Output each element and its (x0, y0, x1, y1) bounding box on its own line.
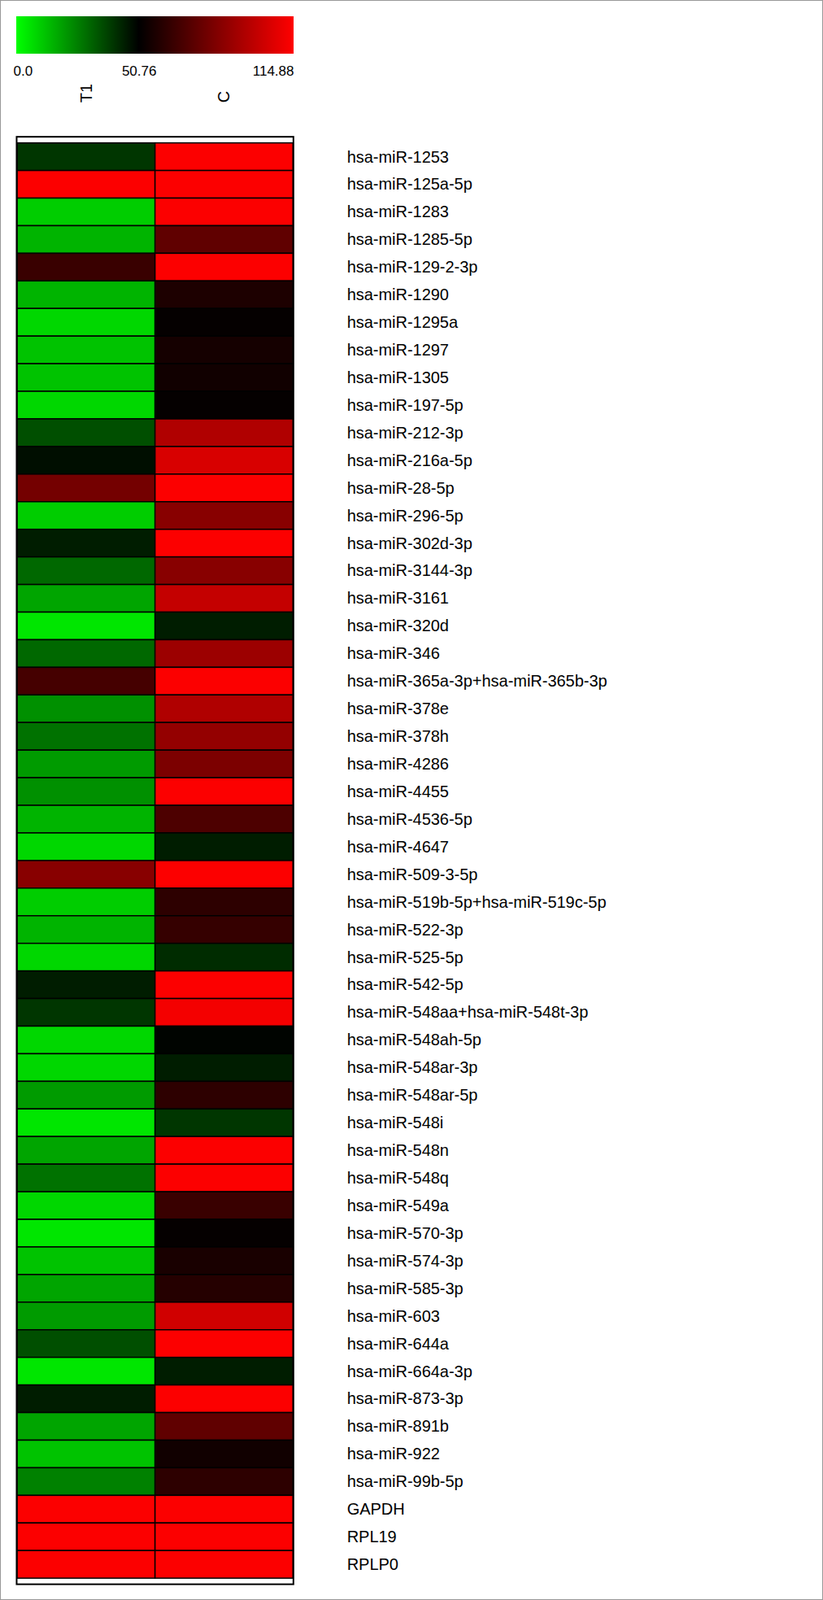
svg-text:hsa-miR-548i: hsa-miR-548i (347, 1113, 445, 1132)
svg-text:hsa-miR-4455: hsa-miR-4455 (347, 782, 449, 801)
svg-text:hsa-miR-365a-3p+hsa-miR-365b-3: hsa-miR-365a-3p+hsa-miR-365b-3p (347, 671, 608, 690)
svg-text:hsa-miR-3161: hsa-miR-3161 (347, 588, 449, 607)
svg-text:hsa-miR-509-3-5p: hsa-miR-509-3-5p (347, 865, 479, 884)
svg-text:hsa-miR-548ah-5p: hsa-miR-548ah-5p (347, 1030, 482, 1049)
svg-text:hsa-miR-548ar-3p: hsa-miR-548ar-3p (347, 1058, 479, 1076)
svg-text:hsa-miR-1305: hsa-miR-1305 (347, 368, 449, 387)
svg-text:hsa-miR-548q: hsa-miR-548q (347, 1168, 449, 1187)
svg-text:hsa-miR-125a-5p: hsa-miR-125a-5p (347, 174, 473, 193)
svg-text:hsa-miR-873-3p: hsa-miR-873-3p (347, 1389, 464, 1407)
svg-text:hsa-miR-28-5p: hsa-miR-28-5p (347, 478, 455, 497)
svg-text:hsa-miR-570-3p: hsa-miR-570-3p (347, 1223, 464, 1242)
svg-text:hsa-miR-522-3p: hsa-miR-522-3p (347, 920, 464, 939)
svg-text:hsa-miR-664a-3p: hsa-miR-664a-3p (347, 1362, 473, 1381)
svg-text:hsa-miR-548n: hsa-miR-548n (347, 1140, 449, 1159)
svg-text:hsa-miR-1283: hsa-miR-1283 (347, 202, 449, 221)
svg-text:GAPDH: GAPDH (347, 1499, 405, 1518)
svg-text:hsa-miR-99b-5p: hsa-miR-99b-5p (347, 1471, 464, 1490)
svg-text:hsa-miR-585-3p: hsa-miR-585-3p (347, 1279, 464, 1298)
svg-text:RPLP0: RPLP0 (347, 1554, 399, 1573)
svg-text:hsa-miR-603: hsa-miR-603 (347, 1306, 440, 1325)
svg-text:hsa-miR-216a-5p: hsa-miR-216a-5p (347, 451, 473, 470)
svg-text:hsa-miR-644a: hsa-miR-644a (347, 1334, 450, 1353)
svg-text:114.88: 114.88 (252, 63, 295, 79)
svg-text:hsa-miR-4286: hsa-miR-4286 (347, 754, 449, 773)
svg-text:hsa-miR-519b-5p+hsa-miR-519c-5: hsa-miR-519b-5p+hsa-miR-519c-5p (347, 892, 607, 911)
svg-text:hsa-miR-1295a: hsa-miR-1295a (347, 313, 459, 331)
svg-text:hsa-miR-4647: hsa-miR-4647 (347, 837, 449, 856)
svg-text:hsa-miR-1285-5p: hsa-miR-1285-5p (347, 230, 473, 249)
svg-text:C: C (214, 91, 233, 103)
svg-text:hsa-miR-1253: hsa-miR-1253 (347, 148, 449, 166)
svg-text:hsa-miR-296-5p: hsa-miR-296-5p (347, 506, 464, 525)
svg-text:hsa-miR-548aa+hsa-miR-548t-3p: hsa-miR-548aa+hsa-miR-548t-3p (347, 1002, 589, 1021)
svg-text:hsa-miR-346: hsa-miR-346 (347, 644, 440, 662)
svg-text:T1: T1 (77, 83, 96, 103)
svg-text:hsa-miR-1290: hsa-miR-1290 (347, 285, 449, 304)
svg-text:hsa-miR-302d-3p: hsa-miR-302d-3p (347, 534, 473, 553)
svg-text:hsa-miR-129-2-3p: hsa-miR-129-2-3p (347, 257, 479, 276)
svg-text:RPL19: RPL19 (347, 1527, 397, 1546)
svg-text:hsa-miR-212-3p: hsa-miR-212-3p (347, 423, 464, 442)
svg-text:hsa-miR-525-5p: hsa-miR-525-5p (347, 948, 464, 967)
svg-text:hsa-miR-1297: hsa-miR-1297 (347, 340, 449, 359)
svg-text:hsa-miR-922: hsa-miR-922 (347, 1444, 440, 1463)
svg-text:hsa-miR-4536-5p: hsa-miR-4536-5p (347, 809, 473, 828)
svg-text:hsa-miR-378e: hsa-miR-378e (347, 699, 449, 718)
svg-text:0.0: 0.0 (13, 63, 34, 79)
svg-text:hsa-miR-549a: hsa-miR-549a (347, 1196, 450, 1215)
svg-text:hsa-miR-378h: hsa-miR-378h (347, 727, 449, 745)
svg-text:50.76: 50.76 (121, 63, 157, 79)
svg-text:hsa-miR-197-5p: hsa-miR-197-5p (347, 396, 464, 414)
svg-text:hsa-miR-891b: hsa-miR-891b (347, 1416, 449, 1435)
svg-text:hsa-miR-542-5p: hsa-miR-542-5p (347, 975, 464, 993)
svg-text:hsa-miR-320d: hsa-miR-320d (347, 616, 449, 635)
svg-text:hsa-miR-548ar-5p: hsa-miR-548ar-5p (347, 1085, 479, 1104)
svg-text:hsa-miR-574-3p: hsa-miR-574-3p (347, 1251, 464, 1270)
svg-text:hsa-miR-3144-3p: hsa-miR-3144-3p (347, 561, 473, 580)
